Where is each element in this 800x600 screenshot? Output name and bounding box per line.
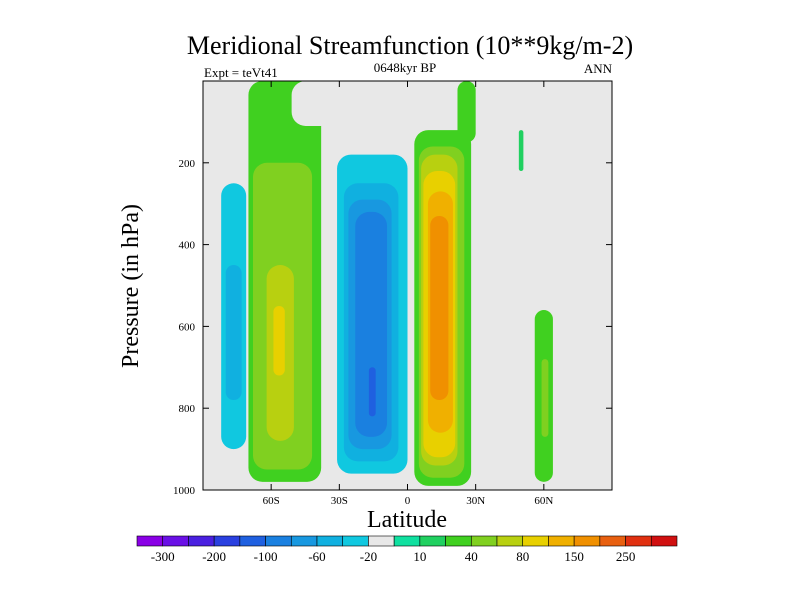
x-tick-label: 30N bbox=[466, 495, 485, 507]
colorbar-swatch bbox=[445, 535, 472, 547]
contour-region bbox=[380, 81, 403, 90]
colorbar-label: 250 bbox=[616, 549, 636, 564]
colorbar-swatch bbox=[650, 535, 678, 547]
y-tick-label: 1000 bbox=[173, 485, 196, 497]
x-tick-label: 60S bbox=[263, 495, 280, 507]
y-axis-label: Pressure (in hPa) bbox=[118, 204, 144, 368]
colorbar-label: -300 bbox=[151, 549, 175, 564]
colorbar-swatch bbox=[136, 535, 164, 547]
colorbar-label: -20 bbox=[360, 549, 377, 564]
colorbar-label: 80 bbox=[516, 549, 529, 564]
colorbar-swatch bbox=[573, 535, 601, 547]
colorbar-swatch bbox=[162, 535, 189, 547]
colorbar-swatch bbox=[522, 535, 549, 547]
contour-region bbox=[548, 81, 567, 167]
colorbar-swatch bbox=[368, 535, 395, 547]
contour-region bbox=[368, 367, 376, 417]
colorbar-swatch bbox=[239, 535, 266, 547]
y-tick-label: 600 bbox=[179, 321, 196, 333]
axes: 60S 30S 0 30N 60N 200 400 600 800 1000 bbox=[173, 81, 612, 507]
colorbar-label: 150 bbox=[564, 549, 584, 564]
colorbar-swatch bbox=[496, 535, 524, 547]
contour-region bbox=[518, 130, 524, 171]
colorbar-swatch bbox=[213, 535, 241, 547]
y-tick-label: 200 bbox=[179, 158, 196, 170]
contour-fill-layer bbox=[218, 81, 572, 486]
x-tick-label: 60N bbox=[534, 495, 553, 507]
colorbar-label: 40 bbox=[465, 549, 478, 564]
colorbar-swatch bbox=[188, 535, 215, 547]
colorbar-swatch bbox=[342, 535, 369, 547]
colorbar-swatch bbox=[265, 535, 292, 547]
chart-title: Meridional Streamfunction (10**9kg/m-2) bbox=[187, 31, 633, 60]
colorbar-swatch bbox=[548, 535, 575, 547]
colorbar-swatch bbox=[393, 535, 421, 547]
chart-subtitle: 0648kyr BP bbox=[374, 60, 436, 75]
contour-region bbox=[480, 191, 510, 441]
colorbar-swatch bbox=[625, 535, 652, 547]
x-tick-label: 30S bbox=[331, 495, 348, 507]
experiment-label: Expt = teVt41 bbox=[204, 65, 278, 80]
contour-region bbox=[273, 305, 285, 376]
season-label: ANN bbox=[584, 61, 613, 76]
colorbar-swatch bbox=[316, 535, 344, 547]
colorbar-swatch bbox=[470, 535, 498, 547]
contour-region bbox=[457, 81, 476, 143]
colorbar: -300 -200 -100 -60 -20 10 40 80 150 250 bbox=[136, 535, 678, 564]
contour-region bbox=[291, 81, 335, 126]
colorbar-swatch bbox=[419, 535, 446, 547]
colorbar-label: 10 bbox=[413, 549, 426, 564]
colorbar-label: -200 bbox=[202, 549, 226, 564]
contour-region bbox=[537, 154, 572, 233]
contour-region bbox=[225, 265, 242, 401]
x-tick-label: 0 bbox=[405, 495, 411, 507]
colorbar-label: -60 bbox=[308, 549, 325, 564]
colorbar-label: -100 bbox=[254, 549, 278, 564]
contour-region bbox=[541, 359, 549, 437]
colorbar-swatch bbox=[599, 535, 626, 547]
contour-region bbox=[430, 215, 449, 401]
y-tick-label: 400 bbox=[179, 240, 196, 252]
contour-region bbox=[477, 121, 497, 171]
y-tick-label: 800 bbox=[179, 403, 196, 415]
x-axis-label: Latitude bbox=[367, 507, 447, 533]
colorbar-swatch bbox=[290, 535, 318, 547]
contour-region bbox=[355, 211, 388, 437]
